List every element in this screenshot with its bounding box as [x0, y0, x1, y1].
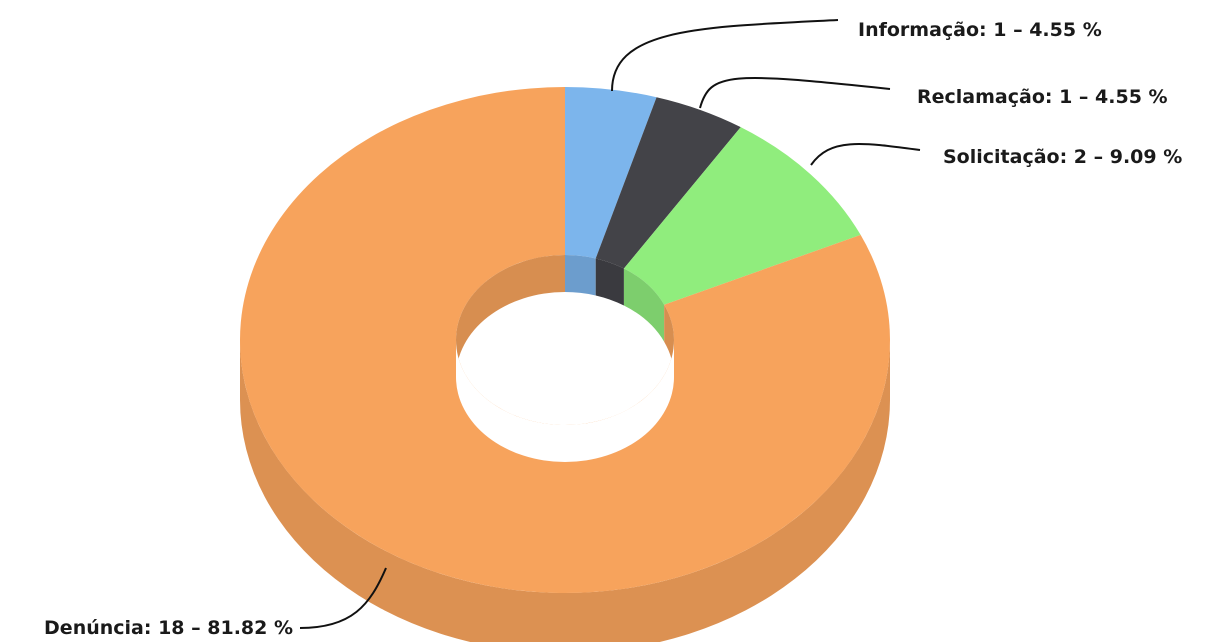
slice-solicitacao: [623, 127, 861, 305]
slice-denuncia: [239, 87, 891, 593]
data-label-informacao: Informação: 1 – 4.55 %: [858, 19, 1102, 41]
inner-wall-informacao: [565, 255, 596, 296]
slice-informacao: [565, 87, 657, 259]
slice-reclamacao: [595, 97, 741, 269]
hole-opening: [456, 340, 674, 462]
leader-line-denuncia: [299, 567, 387, 629]
slice-side-denuncia: [240, 340, 890, 642]
leader-line-reclamacao: [699, 76, 891, 109]
data-label-denuncia: Denúncia: 18 – 81.82 %: [44, 617, 293, 639]
data-label-reclamacao: Reclamação: 1 – 4.55 %: [917, 86, 1168, 108]
leader-line-solicitacao: [810, 143, 921, 166]
slice-sides: [240, 340, 890, 642]
data-label-solicitacao: Solicitação: 2 – 9.09 %: [943, 146, 1182, 168]
data-labels: Informação: 1 – 4.55 % Reclamação: 1 – 4.…: [44, 19, 1182, 639]
donut-hole: [456, 340, 674, 462]
slice-tops: [239, 87, 891, 593]
inner-walls: [456, 255, 674, 377]
inner-wall-reclamacao: [595, 258, 624, 306]
leader-lines: [299, 19, 921, 629]
inner-wall-solicitacao: [623, 268, 665, 342]
inner-wall-denuncia: [456, 255, 565, 377]
leader-line-informacao: [611, 19, 839, 92]
